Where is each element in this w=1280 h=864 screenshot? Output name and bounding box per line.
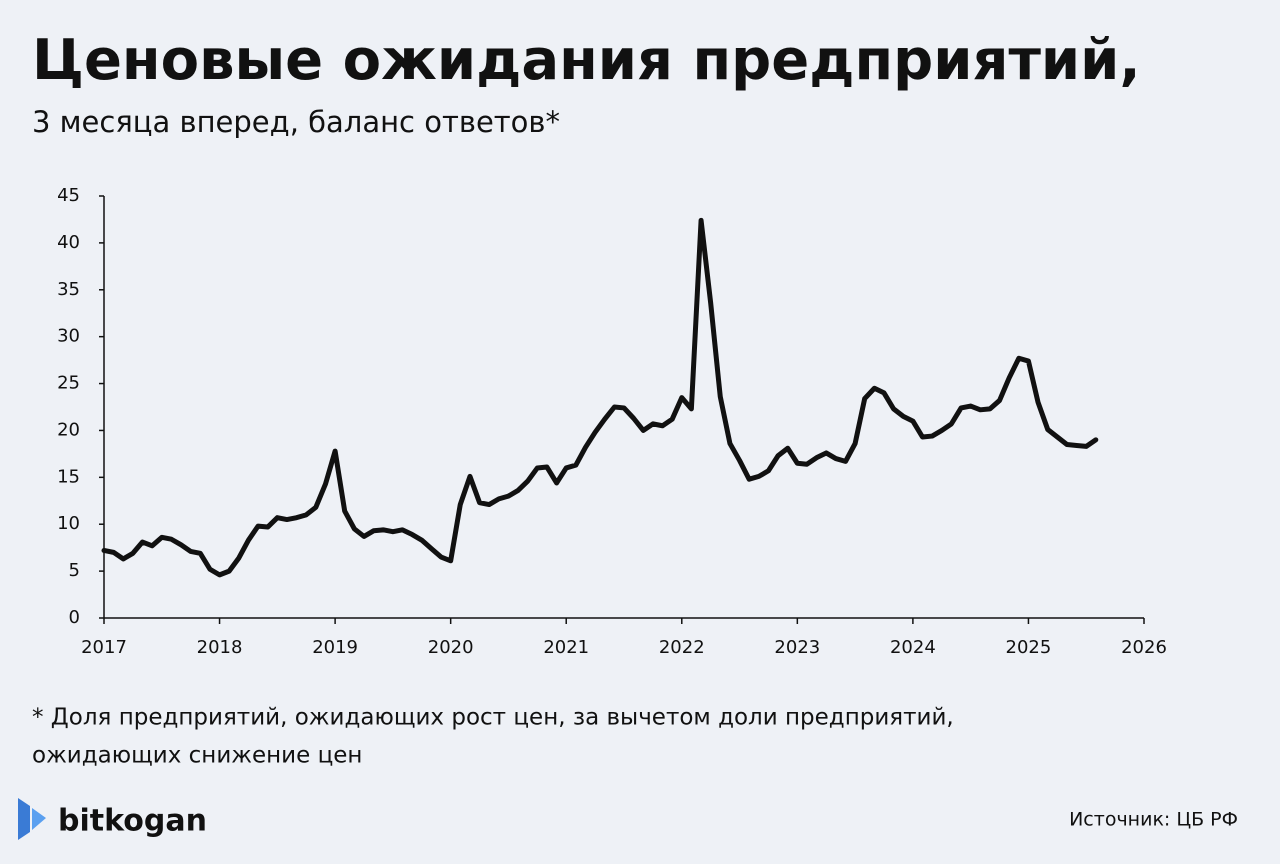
brand: bitkogan: [58, 804, 207, 839]
y-tick-label: 25: [57, 373, 80, 394]
y-tick-label: 15: [57, 466, 80, 487]
x-tick-label: 2026: [1121, 637, 1167, 658]
y-tick-label: 10: [57, 513, 80, 534]
y-tick-label: 35: [57, 279, 80, 300]
y-tick-label: 5: [69, 560, 80, 581]
x-tick-label: 2019: [312, 637, 358, 658]
chart-title: Ценовые ожидания предприятий,: [32, 28, 1141, 93]
y-tick-label: 45: [57, 185, 80, 206]
footnote: * Доля предприятий, ожидающих рост цен, …: [32, 705, 954, 731]
x-tick-label: 2020: [428, 637, 474, 658]
x-tick-label: 2021: [543, 637, 589, 658]
x-tick-label: 2022: [659, 637, 705, 658]
chart-subtitle: 3 месяца вперед, баланс ответов*: [32, 105, 560, 139]
data-line: [101, 217, 1099, 578]
y-tick-label: 30: [57, 326, 80, 347]
y-tick-label: 40: [57, 232, 80, 253]
source: Источник: ЦБ РФ: [1069, 809, 1238, 831]
x-tick-label: 2018: [197, 637, 243, 658]
x-tick-label: 2025: [1006, 637, 1052, 658]
y-tick-label: 0: [69, 607, 80, 628]
x-tick-label: 2017: [81, 637, 127, 658]
footnote: ожидающих снижение цен: [32, 743, 362, 769]
x-tick-label: 2024: [890, 637, 936, 658]
x-tick-label: 2023: [774, 637, 820, 658]
y-tick-label: 20: [57, 419, 80, 440]
brand-icon: [18, 798, 46, 840]
